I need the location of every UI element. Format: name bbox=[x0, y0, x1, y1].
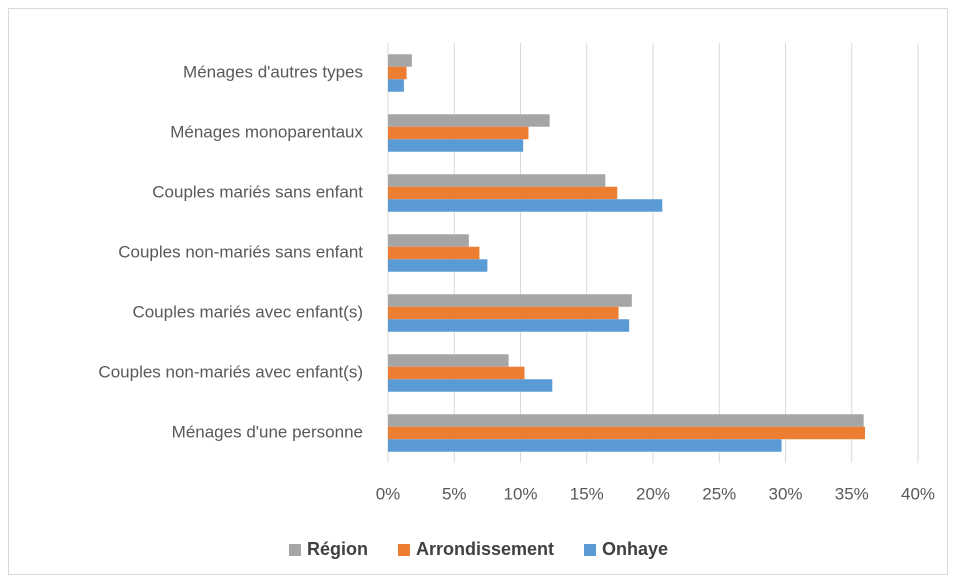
legend-swatch bbox=[288, 544, 301, 556]
bar bbox=[388, 234, 469, 247]
bar bbox=[388, 294, 632, 307]
bar bbox=[388, 366, 525, 380]
bar bbox=[388, 426, 865, 440]
y-tick-label: Couples non-mariés sans enfant bbox=[118, 242, 363, 261]
x-tick-label: 15% bbox=[570, 484, 604, 503]
bar bbox=[388, 439, 782, 452]
bar bbox=[388, 319, 630, 332]
bar bbox=[388, 246, 480, 260]
bar bbox=[388, 354, 509, 367]
x-tick-label: 5% bbox=[442, 484, 467, 503]
x-tick-label: 10% bbox=[503, 484, 537, 503]
y-tick-label: Couples non-mariés avec enfant(s) bbox=[98, 362, 363, 381]
y-tick-label: Ménages d'une personne bbox=[172, 422, 363, 441]
y-tick-label: Couples mariés avec enfant(s) bbox=[132, 302, 363, 321]
legend-swatch bbox=[397, 544, 410, 556]
legend-text: Région bbox=[307, 539, 368, 559]
bar bbox=[388, 259, 488, 272]
bar bbox=[388, 126, 529, 140]
y-tick-label: Ménages monoparentaux bbox=[170, 122, 363, 141]
bar bbox=[388, 54, 412, 67]
legend-text: Arrondissement bbox=[416, 539, 554, 559]
x-tick-label: 35% bbox=[835, 484, 869, 503]
bar bbox=[388, 306, 619, 320]
bar bbox=[388, 414, 864, 427]
x-tick-label: 20% bbox=[636, 484, 670, 503]
bar bbox=[388, 174, 606, 187]
y-tick-label: Couples mariés sans enfant bbox=[152, 182, 363, 201]
bar bbox=[388, 66, 407, 80]
chart-frame bbox=[8, 8, 948, 575]
x-tick-label: 40% bbox=[901, 484, 935, 503]
bar bbox=[388, 186, 618, 200]
bar bbox=[388, 139, 524, 152]
legend-text: Onhaye bbox=[602, 539, 668, 559]
y-tick-label: Ménages d'autres types bbox=[183, 62, 363, 81]
bar bbox=[388, 114, 550, 127]
bar bbox=[388, 79, 404, 92]
legend-swatch bbox=[584, 544, 597, 556]
bar bbox=[388, 379, 553, 392]
x-tick-label: 0% bbox=[376, 484, 401, 503]
x-tick-label: 30% bbox=[768, 484, 802, 503]
bar bbox=[388, 199, 663, 212]
x-tick-label: 25% bbox=[702, 484, 736, 503]
